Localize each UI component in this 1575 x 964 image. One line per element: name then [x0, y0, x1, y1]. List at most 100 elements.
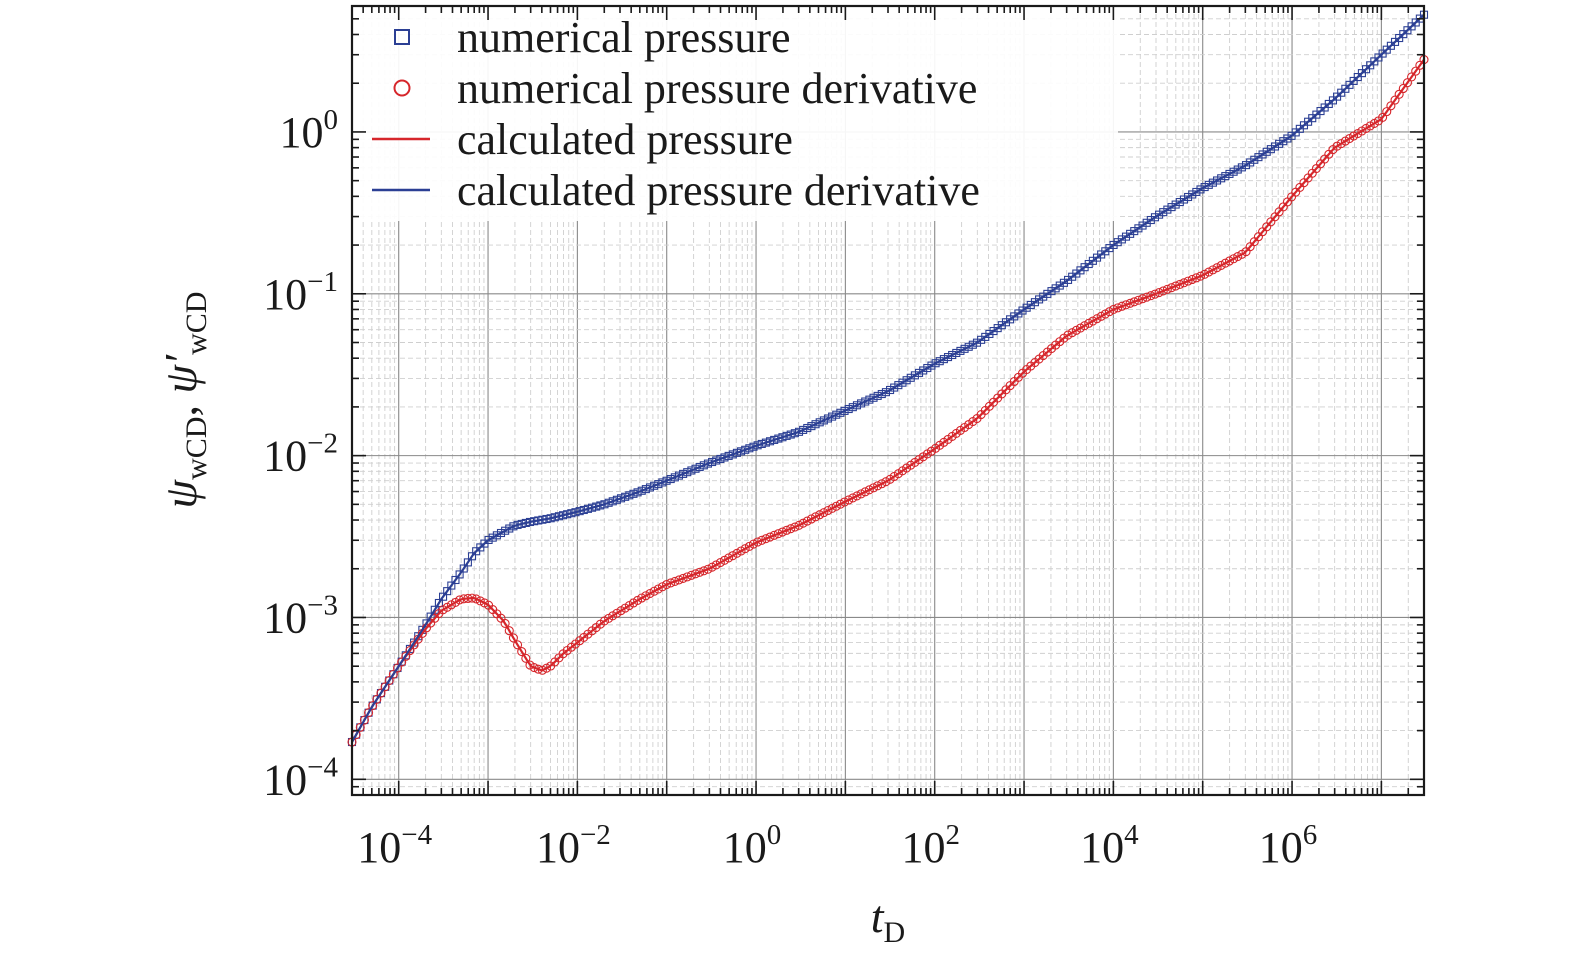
data-point — [890, 383, 899, 392]
data-point — [496, 528, 506, 538]
data-point — [1155, 210, 1164, 219]
data-point — [443, 587, 452, 596]
data-point — [1026, 300, 1035, 310]
data-point — [1051, 284, 1060, 293]
data-point — [380, 682, 390, 692]
data-point — [455, 570, 464, 579]
data-point — [1014, 309, 1023, 318]
data-point — [943, 353, 953, 362]
x-tick-label: 106 — [1259, 819, 1318, 872]
data-point — [873, 481, 883, 491]
data-point — [1129, 297, 1139, 307]
data-point — [782, 525, 792, 535]
data-point — [977, 335, 986, 344]
data-point — [439, 592, 448, 601]
y-tick-label: 10−4 — [263, 751, 338, 804]
series-line — [351, 58, 1425, 743]
data-point — [1117, 301, 1127, 311]
data-point — [1204, 180, 1213, 189]
data-point — [877, 389, 886, 399]
data-point — [968, 340, 977, 349]
data-point — [508, 633, 518, 643]
data-point — [633, 488, 642, 497]
data-point — [1279, 137, 1288, 146]
data-point — [678, 573, 688, 583]
legend-background — [353, 7, 1118, 221]
data-point — [364, 708, 374, 718]
data-point — [447, 581, 456, 590]
data-point — [1126, 229, 1135, 238]
data-point — [960, 344, 969, 353]
data-point — [434, 598, 443, 608]
data-point — [989, 326, 998, 336]
data-point — [679, 469, 688, 478]
data-point — [517, 647, 527, 657]
data-point — [1055, 281, 1064, 290]
data-point — [786, 524, 796, 534]
data-point — [484, 535, 493, 544]
data-point — [504, 626, 514, 636]
data-point — [1109, 304, 1119, 314]
data-point — [761, 534, 771, 544]
data-point — [670, 576, 680, 586]
series-calculated-pressure — [351, 58, 1425, 743]
data-point — [852, 491, 862, 501]
data-point — [616, 494, 626, 503]
data-point — [861, 397, 870, 406]
data-point — [388, 669, 398, 679]
data-point — [765, 532, 775, 542]
data-point — [741, 445, 750, 454]
data-point — [1158, 286, 1168, 296]
data-point — [815, 418, 824, 427]
data-point — [1183, 276, 1193, 286]
data-point — [372, 694, 382, 704]
data-point — [1213, 176, 1222, 185]
data-point — [1150, 213, 1160, 222]
data-point — [683, 468, 692, 477]
data-point — [773, 529, 783, 539]
data-point — [1117, 235, 1126, 244]
data-point — [1266, 145, 1275, 154]
data-point — [1275, 139, 1284, 148]
data-point — [769, 530, 779, 540]
data-point — [864, 485, 874, 495]
data-point — [687, 466, 696, 475]
data-point — [856, 489, 866, 499]
data-point — [1138, 221, 1147, 230]
data-point — [1233, 165, 1242, 174]
data-point — [757, 535, 767, 545]
data-point — [985, 329, 994, 339]
data-point — [1246, 158, 1255, 167]
data-point — [699, 461, 708, 470]
data-point — [716, 454, 725, 464]
data-point — [981, 332, 990, 341]
data-point — [1146, 215, 1155, 225]
legend-item: calculated pressure — [372, 115, 793, 164]
legend-label: calculated pressure derivative — [457, 166, 980, 215]
data-point — [1022, 303, 1031, 312]
y-tick-label: 10−1 — [263, 266, 338, 319]
x-tick-label: 100 — [723, 819, 782, 872]
data-point — [459, 564, 468, 573]
series-line — [351, 13, 1425, 743]
data-point — [1121, 300, 1131, 310]
data-point — [868, 483, 879, 493]
data-point — [1030, 298, 1039, 307]
data-point — [1262, 147, 1271, 156]
data-point — [1162, 284, 1172, 294]
x-tick-label: 102 — [901, 819, 960, 872]
data-point — [1192, 187, 1201, 196]
data-point — [807, 422, 816, 431]
data-point — [919, 366, 928, 375]
data-point — [359, 715, 369, 725]
data-point — [674, 471, 684, 480]
legend-item: numerical pressure — [394, 13, 791, 62]
data-point — [794, 427, 804, 436]
data-point — [869, 393, 878, 402]
data-point — [368, 701, 378, 711]
data-point — [956, 346, 965, 355]
data-point — [1133, 295, 1143, 305]
data-point — [654, 480, 663, 489]
data-point — [857, 399, 866, 408]
